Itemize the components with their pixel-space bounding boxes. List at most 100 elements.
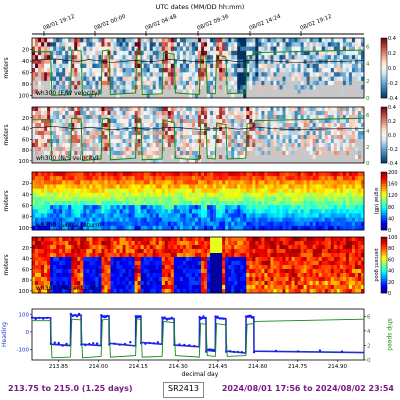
top-axis-title: UTC dates (MM/DD hh:mm) [156, 3, 245, 11]
x-tick-label: 214.45 [208, 364, 228, 370]
colorbar-tick-label: -0.2 [388, 81, 398, 87]
heading-point [61, 344, 64, 347]
panel-4: 20 40 60 80 100 meters wh300 (Percent Good) 100… [3, 235, 398, 297]
heading-point [95, 342, 99, 345]
heading-point [249, 314, 252, 317]
right-axis-tick: 4 [366, 62, 370, 68]
heading-point [236, 350, 240, 354]
x-tick-label: 214.00 [89, 364, 109, 370]
y-axis-label: meters [3, 124, 10, 145]
panel-3: 20 40 60 80 100 meters wh300 (Signal return) 20… [3, 170, 398, 234]
heading-point [113, 342, 116, 345]
y-tick-label: 80 [22, 82, 29, 88]
panel-label: wh300 (Percent Good) [36, 285, 103, 292]
heading-axis-label: Heading [1, 322, 8, 347]
y-axis-label: meters [3, 254, 10, 275]
colorbar-tick-label: 0 [388, 228, 391, 234]
panel-label: wh300 (N/S velocity) [36, 155, 98, 162]
x-tick-label: 214.75 [288, 364, 308, 370]
panel-label: wh300 (E/W velocity) [36, 90, 100, 97]
footer-time-range: 2024/08/01 17:56 to 2024/08/02 23:54 [221, 384, 394, 393]
heading-point [75, 315, 79, 318]
speed-tick-label: 2 [367, 343, 371, 349]
top-tick-label: 08/02 00:00 [94, 14, 128, 32]
heading-point [198, 315, 201, 319]
heading-point [222, 317, 225, 320]
y-tick-label: 40 [22, 257, 29, 263]
heading-point [203, 316, 206, 320]
heading-point [42, 317, 45, 320]
heading-point [57, 341, 60, 345]
heading-point [212, 348, 215, 352]
y-tick-label: 20 [22, 181, 29, 187]
colorbar-tick-label: -0.4 [388, 161, 398, 167]
right-axis-tick: 6 [366, 113, 370, 119]
x-axis-label: decimal day [182, 371, 219, 378]
colorbar: 0.4 0.2 0.0 -0.2 -0.4 [380, 36, 398, 102]
speed-tick-label: 0 [367, 358, 371, 364]
right-axis-tick: 2 [366, 79, 370, 85]
colorbar-tick-label: 200 [388, 170, 398, 176]
colorbar-tick-label: -0.4 [388, 96, 398, 102]
heading-point [178, 343, 181, 346]
heading-point [92, 342, 95, 345]
speed-tick-label: 4 [367, 329, 371, 335]
speed-overlay-line [32, 48, 365, 96]
heading-point [88, 342, 91, 346]
colorbar-label: percent good [373, 248, 379, 281]
colorbar-tick-label: 0.0 [388, 133, 396, 139]
heading-point [274, 349, 278, 353]
panel-frame [31, 236, 365, 294]
x-tick-label: 213.85 [49, 364, 69, 370]
right-axis-tick: 0 [366, 96, 370, 102]
heading-point [69, 312, 73, 316]
colorbar-tick-label: 0.4 [388, 105, 396, 111]
y-tick-label: 80 [22, 148, 29, 154]
speed-axis-label: ship speed [386, 318, 393, 351]
colorbar: 200 160 120 80 40 0 signal (dB) [373, 170, 398, 234]
heading-tick-label: 100 [19, 312, 30, 318]
panel-field [32, 172, 365, 231]
colorbar-frame [380, 106, 388, 164]
y-tick-label: 60 [22, 137, 29, 143]
panel-field [32, 237, 365, 294]
heading-point [252, 350, 256, 354]
y-tick-label: 40 [22, 127, 29, 133]
colorbar-tick-label: 80 [388, 246, 394, 252]
y-tick-label: 100 [19, 289, 30, 295]
heading-point [214, 315, 217, 318]
heading-point [45, 316, 49, 320]
speed-line [32, 317, 365, 359]
right-axis-tick: 0 [366, 161, 370, 167]
y-tick-label: 100 [19, 94, 30, 100]
right-axis-tick: 2 [366, 145, 370, 151]
colorbar-tick-label: 0 [388, 291, 391, 297]
colorbar: 100 80 60 40 20 0 percent good [373, 235, 398, 297]
y-axis-label: meters [3, 190, 10, 211]
y-tick-label: 100 [19, 226, 30, 232]
panel-field [32, 38, 365, 99]
colorbar-tick-label: 20 [388, 280, 394, 286]
y-tick-label: 40 [22, 192, 29, 198]
footer-day-range: 213.75 to 215.0 (1.25 days) [8, 384, 133, 393]
colorbar-label: signal (dB) [373, 188, 379, 215]
colorbar-frame [380, 236, 388, 294]
y-axis-label: meters [3, 57, 10, 78]
heading-point [148, 341, 151, 345]
heading-point [118, 343, 122, 346]
heading-point [152, 342, 155, 345]
heading-point [123, 342, 127, 346]
heading-point [100, 314, 103, 317]
y-tick-label: 20 [22, 246, 29, 252]
colorbar-tick-label: 160 [388, 182, 398, 188]
colorbar-tick-label: 0.2 [388, 51, 396, 57]
colorbar-frame [380, 37, 388, 99]
heading-point [34, 317, 37, 321]
heading-point [232, 350, 236, 354]
heading-tick-label: 0 [26, 330, 30, 336]
heading-point [340, 350, 344, 353]
heading-point [188, 344, 191, 347]
